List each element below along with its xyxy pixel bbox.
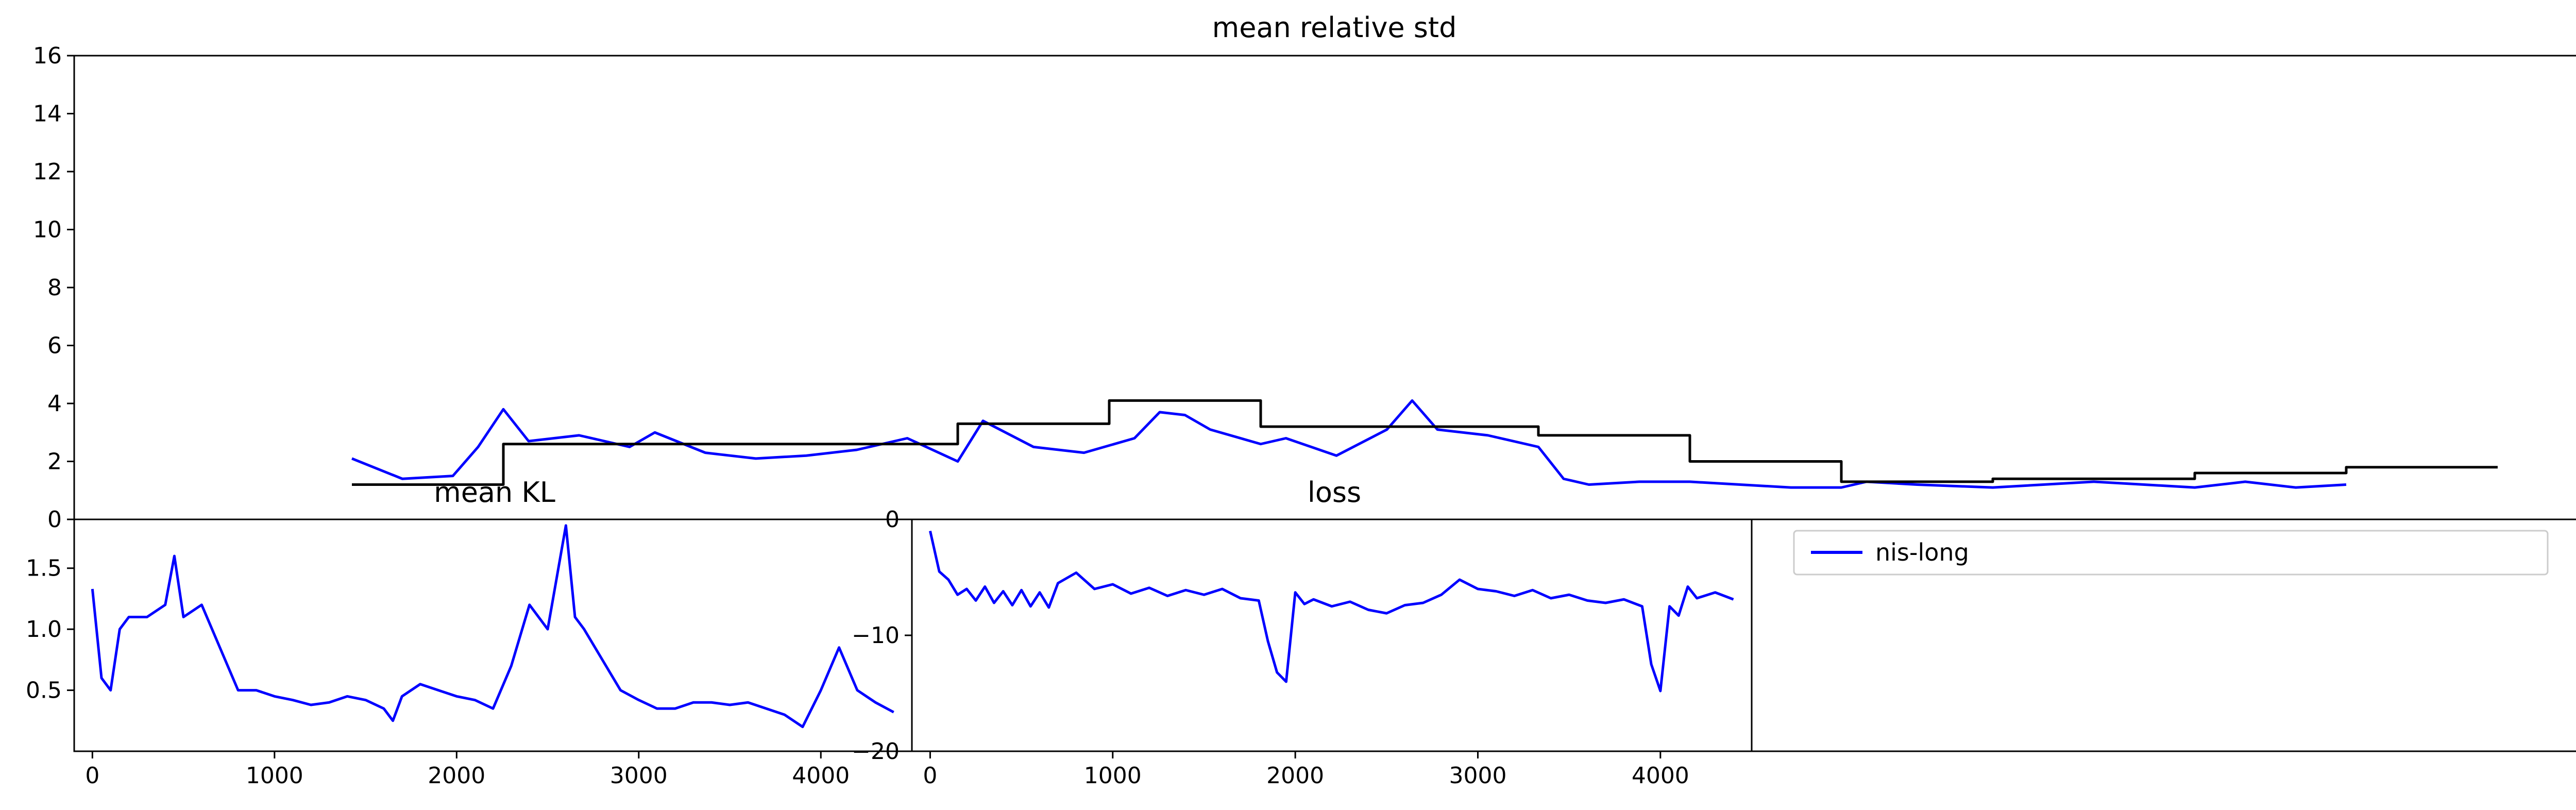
loss-plot-lines — [928, 530, 1734, 693]
top-ytick-label: 0 — [47, 507, 62, 533]
top-ytick-label: 10 — [33, 217, 62, 243]
legend-panel: nis-long — [1751, 518, 2576, 752]
mean-relative-std-panel: mean relative std 0 2 4 6 8 10 12 14 16 — [33, 11, 2576, 533]
loss-xtick-label: 2000 — [1266, 763, 1324, 789]
kl-x-axis: 0 1000 2000 3000 4000 — [85, 751, 850, 789]
top-series-line-1 — [352, 399, 2498, 486]
loss-xtick-label: 0 — [923, 763, 937, 789]
kl-xtick-label: 1000 — [246, 763, 303, 789]
kl-ytick-label: 1.0 — [26, 616, 62, 643]
loss-xtick-label: 4000 — [1632, 763, 1689, 789]
top-plot-lines — [351, 399, 2498, 489]
legend-box — [1793, 530, 2549, 576]
kl-series-line-0 — [91, 524, 894, 729]
top-ytick-label: 6 — [47, 333, 62, 359]
top-chart-title: mean relative std — [1212, 11, 1457, 44]
kl-xtick-label: 2000 — [428, 763, 485, 789]
mean-kl-panel: mean KL 0.5 1.0 1.5 0 1000 2000 3000 4000 — [26, 476, 913, 789]
kl-chart-title: mean KL — [434, 476, 555, 509]
loss-chart-title: loss — [1308, 476, 1361, 509]
legend-label-nis-long: nis-long — [1875, 538, 1969, 566]
kl-y-axis: 0.5 1.0 1.5 — [26, 555, 74, 704]
loss-xtick-label: 1000 — [1084, 763, 1142, 789]
loss-ytick-label: 0 — [885, 507, 900, 533]
top-ytick-label: 4 — [47, 391, 62, 417]
kl-xtick-label: 0 — [85, 763, 99, 789]
top-ytick-label: 2 — [47, 449, 62, 475]
loss-x-axis: 0 1000 2000 3000 4000 — [923, 751, 1689, 789]
top-ytick-label: 14 — [33, 101, 62, 127]
legend-panel-frame — [1751, 518, 2576, 752]
kl-plot-lines — [91, 524, 894, 729]
top-y-axis: 0 2 4 6 8 10 12 14 16 — [33, 43, 74, 533]
top-series-line-0 — [351, 399, 2347, 489]
loss-series-line-0 — [928, 530, 1734, 693]
loss-ytick-label: −20 — [852, 738, 900, 765]
top-ytick-label: 8 — [47, 275, 62, 301]
loss-xtick-label: 3000 — [1449, 763, 1506, 789]
loss-y-axis: −20 −10 0 — [852, 507, 912, 765]
kl-ytick-label: 1.5 — [26, 555, 62, 582]
top-ytick-label: 12 — [33, 159, 62, 185]
top-ytick-label: 16 — [33, 43, 62, 69]
kl-xtick-label: 4000 — [792, 763, 850, 789]
kl-xtick-label: 3000 — [610, 763, 668, 789]
loss-ytick-label: −10 — [852, 622, 900, 649]
kl-ytick-label: 0.5 — [26, 678, 62, 704]
